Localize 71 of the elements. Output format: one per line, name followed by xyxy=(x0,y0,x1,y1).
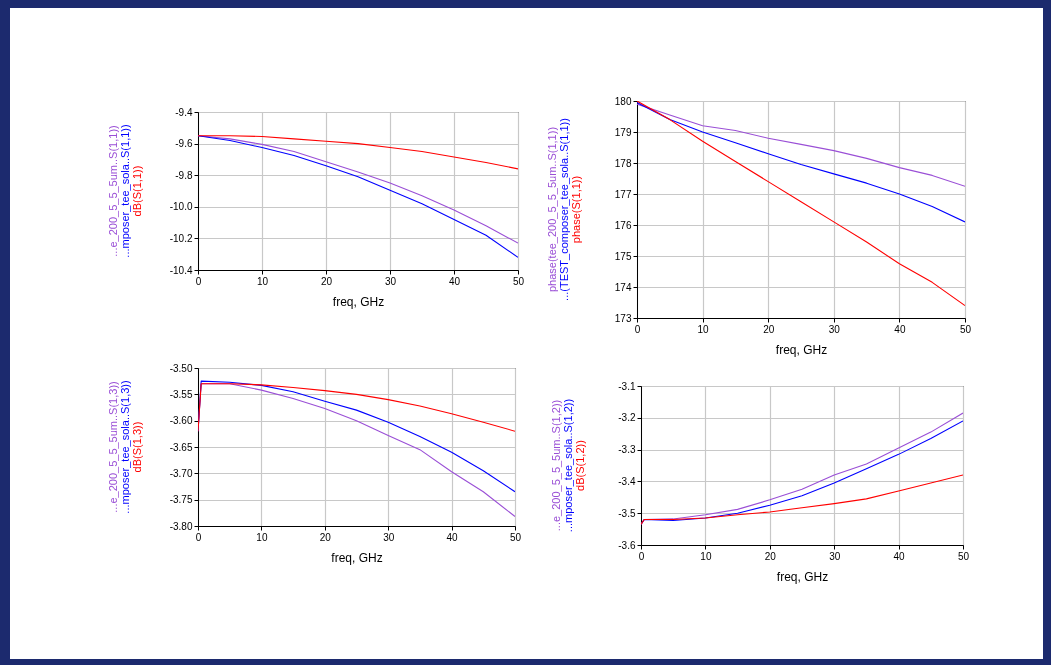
y-tick-label: 178 xyxy=(614,157,632,169)
x-tick-label: 10 xyxy=(700,550,712,562)
y-tick-label: -10.2 xyxy=(169,232,193,244)
y-tick-label: -9.8 xyxy=(175,169,193,181)
y-tick-label: -10.4 xyxy=(169,264,193,276)
y-tick-label: -9.4 xyxy=(175,106,193,118)
x-tick-label: 50 xyxy=(959,323,972,335)
y-tick-label: 175 xyxy=(614,250,632,262)
x-tick-label: 10 xyxy=(256,531,268,543)
text: dB(S(1,2)) xyxy=(574,440,586,491)
y-tick-label: -3.6 xyxy=(618,539,636,551)
text: phase(S(1,1)) xyxy=(570,175,582,244)
text: dB(S(1,1)) xyxy=(131,165,143,217)
x-tick-label: 30 xyxy=(383,531,395,543)
text: ...(TEST_composer_tee_sola..S(1,1)) xyxy=(558,118,570,301)
x-axis-title: freq, GHz xyxy=(775,342,828,357)
x-tick-label: 0 xyxy=(195,275,202,287)
x-tick-label: 20 xyxy=(763,323,775,335)
line-series xyxy=(641,474,963,525)
x-tick-label: 0 xyxy=(195,531,202,543)
text: ...mposer_tee_sola..S(1,1)) xyxy=(119,124,131,258)
text: ...e_200_5_5_5um..S(1,1)) xyxy=(107,125,119,257)
x-axis-title: freq, GHz xyxy=(776,569,829,584)
y-tick-label: -3.60 xyxy=(169,415,193,427)
y-tick-label: -3.65 xyxy=(169,441,193,453)
x-tick-label: 30 xyxy=(384,275,397,287)
x-tick-label: 0 xyxy=(634,323,641,335)
y-tick-label: 174 xyxy=(614,281,632,293)
x-tick-label: 40 xyxy=(446,531,459,543)
x-tick-label: 50 xyxy=(509,531,522,543)
y-tick-label: -9.6 xyxy=(175,138,193,150)
x-tick-label: 50 xyxy=(512,275,525,287)
y-tick-label: -3.80 xyxy=(169,520,193,532)
y-tick-label: 179 xyxy=(614,126,632,138)
y-tick-label: -3.50 xyxy=(169,362,193,374)
y-tick-label: -10.0 xyxy=(169,201,193,213)
y-tick-label: -3.75 xyxy=(169,494,193,506)
y-tick-label: -3.3 xyxy=(618,444,636,456)
y-tick-label: 180 xyxy=(614,95,632,107)
x-tick-label: 40 xyxy=(894,323,906,335)
text: ...mposer_tee_sola..S(1,3)) xyxy=(119,380,131,514)
y-tick-label: -3.2 xyxy=(618,412,636,424)
y-tick-label: -3.5 xyxy=(618,507,636,519)
text: ...mposer_tee_sola..S(1,2)) xyxy=(562,398,574,533)
x-axis-title: freq, GHz xyxy=(331,550,383,565)
y-tick-label: 173 xyxy=(614,312,632,324)
x-tick-label: 0 xyxy=(638,550,645,562)
line-series xyxy=(198,383,515,432)
y-tick-label: 176 xyxy=(614,219,632,231)
x-tick-label: 10 xyxy=(256,275,269,287)
y-tick-label: -3.4 xyxy=(618,475,636,487)
y-tick-label: -3.1 xyxy=(618,380,636,392)
text: ...e_200_5_5_5um..S(1,2)) xyxy=(550,399,562,532)
x-tick-label: 50 xyxy=(957,550,970,562)
y-tick-label: -3.55 xyxy=(169,388,193,400)
line-series xyxy=(198,380,515,493)
y-tick-label: -3.70 xyxy=(169,467,193,479)
text: ...e_200_5_5_5um..S(1,3)) xyxy=(107,381,119,513)
x-tick-label: 20 xyxy=(320,275,333,287)
text: dB(S(1,3)) xyxy=(131,421,143,473)
x-axis-title: freq, GHz xyxy=(332,294,385,309)
x-tick-label: 30 xyxy=(829,550,841,562)
x-tick-label: 40 xyxy=(893,550,906,562)
x-tick-label: 30 xyxy=(828,323,841,335)
x-tick-label: 20 xyxy=(764,550,777,562)
y-tick-label: 177 xyxy=(614,188,632,200)
x-tick-label: 10 xyxy=(697,323,710,335)
line-series xyxy=(198,135,518,170)
text: phase(tee_200_5_5_5um..S(1,1)) xyxy=(546,126,558,293)
x-tick-label: 20 xyxy=(319,531,332,543)
x-tick-label: 40 xyxy=(448,275,461,287)
